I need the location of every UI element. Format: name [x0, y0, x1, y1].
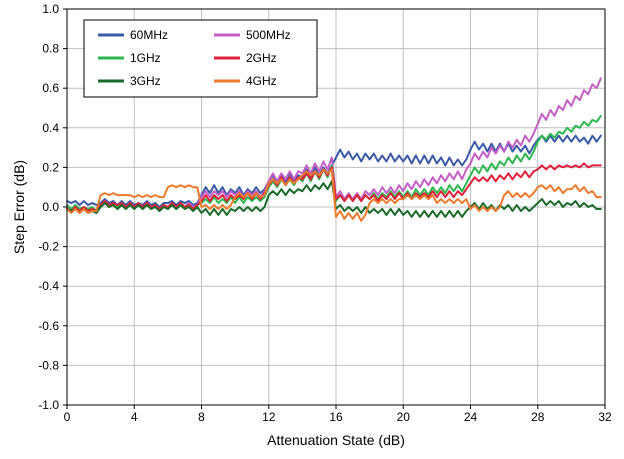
legend-label-4ghz: 4GHz [246, 74, 277, 88]
legend-label-2ghz: 2GHz [246, 51, 277, 65]
x-tick-label: 24 [464, 410, 478, 424]
y-tick-label: 0.0 [42, 200, 59, 214]
y-tick-label: -0.6 [38, 319, 59, 333]
y-tick-label: -1.0 [38, 398, 59, 412]
x-tick-label: 28 [531, 410, 545, 424]
x-tick-label: 8 [198, 410, 205, 424]
y-tick-label: 0.2 [42, 160, 59, 174]
y-tick-label: 0.8 [42, 42, 59, 56]
x-tick-label: 0 [64, 410, 71, 424]
x-axis-title: Attenuation State (dB) [267, 432, 405, 448]
x-tick-label: 16 [329, 410, 343, 424]
x-tick-label: 20 [397, 410, 411, 424]
y-tick-label: -0.8 [38, 358, 59, 372]
y-tick-label: 1.0 [42, 2, 59, 16]
legend-label-60mhz: 60MHz [130, 28, 168, 42]
legend: 60MHz 500MHz 1GHz 2GHz 3GHz 4GHz [83, 19, 318, 98]
x-tick-label: 4 [131, 410, 138, 424]
legend-label-1ghz: 1GHz [130, 51, 161, 65]
x-tick-label: 12 [262, 410, 276, 424]
y-tick-label: 0.4 [42, 121, 59, 135]
x-tick-label: 32 [598, 410, 612, 424]
series-line-60mhz [66, 134, 602, 208]
axis-ticks: 0 4 8 12 16 20 24 28 32 -1.0 -0.8 -0.6 -0.4 -0.2 0.0 0.… [38, 2, 612, 424]
y-tick-label: 0.6 [42, 81, 59, 95]
y-axis-title: Step Error (dB) [11, 160, 27, 254]
series-line-4ghz [66, 168, 602, 222]
y-tick-label: -0.2 [38, 240, 59, 254]
y-tick-label: -0.4 [38, 279, 59, 293]
legend-label-3ghz: 3GHz [130, 74, 161, 88]
legend-label-500mhz: 500MHz [246, 28, 291, 42]
series-layer [66, 77, 602, 222]
